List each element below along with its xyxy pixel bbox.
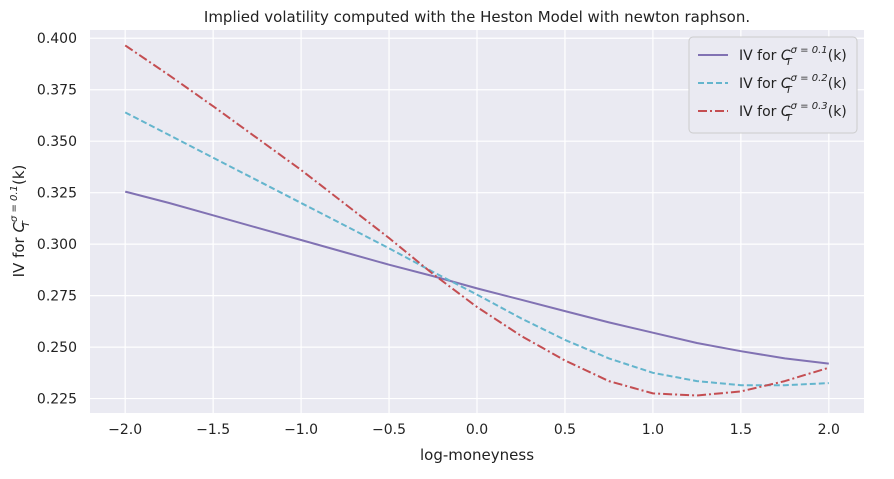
- y-tick-label: 0.350: [37, 134, 77, 150]
- x-tick-label: 2.0: [818, 422, 840, 438]
- y-tick-label: 0.250: [37, 340, 77, 356]
- x-tick-label: 1.0: [642, 422, 664, 438]
- x-tick-label: −2.0: [108, 422, 142, 438]
- series-line-2: [124, 111, 829, 387]
- y-tick-label: 0.300: [37, 237, 77, 253]
- y-tick-label: 0.325: [37, 186, 77, 202]
- legend: IV for Cσ = 0.1 T (k) IV for Cσ = 0.2 T (k) IV…: [688, 36, 858, 134]
- x-tick-label: 0.0: [466, 422, 488, 438]
- y-axis-label: IV for Cσ = 0.1T(k): [9, 165, 32, 278]
- series-layer: [124, 44, 830, 397]
- series-line-3: [124, 44, 830, 397]
- y-tick-label: 0.375: [37, 83, 77, 99]
- legend-label-3: IV for Cσ = 0.3 T (k): [739, 101, 847, 124]
- x-axis-ticks: −2.0 −1.5 −1.0 −0.5 0.0 0.5 1.0 1.5 2.0: [108, 422, 840, 438]
- y-tick-label: 0.225: [37, 392, 77, 408]
- x-tick-label: −1.0: [284, 422, 318, 438]
- legend-label-1: IV for Cσ = 0.1 T (k): [739, 45, 847, 68]
- y-tick-label: 0.400: [37, 31, 77, 47]
- legend-box: [688, 36, 858, 134]
- y-axis-ticks: 0.225 0.250 0.275 0.300 0.325 0.350 0.375 0.400: [37, 31, 77, 407]
- x-axis-label: log-moneyness: [420, 446, 534, 464]
- y-tick-label: 0.275: [37, 289, 77, 305]
- x-tick-label: 1.5: [730, 422, 752, 438]
- series-line-1: [124, 190, 829, 365]
- x-tick-label: −1.5: [196, 422, 230, 438]
- legend-label-2: IV for Cσ = 0.2 T (k): [739, 73, 847, 96]
- x-tick-label: −0.5: [372, 422, 406, 438]
- chart-title: Implied volatility computed with the Hes…: [204, 8, 750, 26]
- x-tick-label: 0.5: [554, 422, 576, 438]
